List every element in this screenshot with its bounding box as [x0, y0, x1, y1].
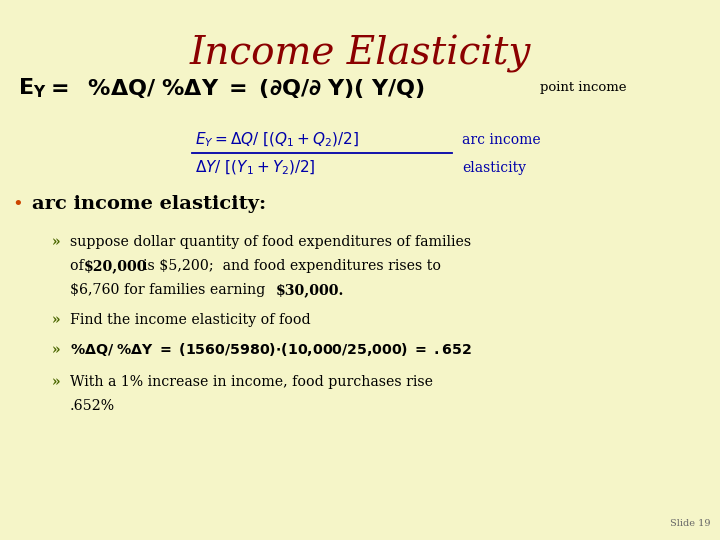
- Text: is $5,200;  and food expenditures rises to: is $5,200; and food expenditures rises t…: [143, 259, 441, 273]
- Text: Income Elasticity: Income Elasticity: [189, 35, 531, 73]
- Text: arc income: arc income: [462, 133, 541, 147]
- Text: $\mathbf{E_Y}$: $\mathbf{E_Y}$: [18, 76, 47, 100]
- Text: $E_Y = \Delta Q/\ [(Q_1 + Q_2)/2]$: $E_Y = \Delta Q/\ [(Q_1 + Q_2)/2]$: [195, 131, 359, 149]
- Text: $6,760 for families earning: $6,760 for families earning: [70, 283, 270, 297]
- Text: suppose dollar quantity of food expenditures of families: suppose dollar quantity of food expendit…: [70, 235, 471, 249]
- Text: Slide 19: Slide 19: [670, 519, 710, 528]
- Text: »: »: [52, 375, 60, 389]
- Text: $\mathbf{\%\Delta Q/\ \%\Delta Y}$$\mathbf{\ =\ (1560/5980){\bullet}(10{,}000/25: $\mathbf{\%\Delta Q/\ \%\Delta Y}$$\math…: [70, 341, 472, 359]
- Text: »: »: [52, 343, 60, 357]
- Text: With a 1% increase in income, food purchases rise: With a 1% increase in income, food purch…: [70, 375, 433, 389]
- Text: arc income elasticity:: arc income elasticity:: [32, 195, 266, 213]
- Text: elasticity: elasticity: [462, 161, 526, 175]
- Text: $\Delta Y/\ [(Y_1 + Y_2)/2]$: $\Delta Y/\ [(Y_1 + Y_2)/2]$: [195, 159, 315, 177]
- Text: $\mathbf{=\ \ \%\Delta Q/\ \%\Delta Y\ =\ (\partial Q/\partial\ Y)(\ Y/Q)}$: $\mathbf{=\ \ \%\Delta Q/\ \%\Delta Y\ =…: [46, 77, 425, 99]
- Text: .652%: .652%: [70, 399, 115, 413]
- Text: point income: point income: [540, 82, 626, 94]
- Text: »: »: [52, 235, 60, 249]
- Text: of: of: [70, 259, 89, 273]
- Text: •: •: [12, 195, 23, 213]
- Text: $30,000.: $30,000.: [276, 283, 344, 297]
- Text: Find the income elasticity of food: Find the income elasticity of food: [70, 313, 310, 327]
- Text: $20,000: $20,000: [84, 259, 148, 273]
- Text: »: »: [52, 313, 60, 327]
